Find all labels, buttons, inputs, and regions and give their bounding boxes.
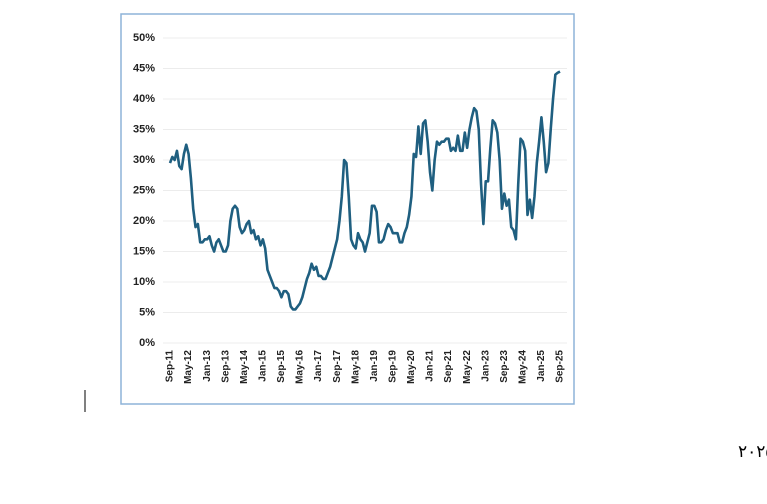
x-tick-label: Jan-13 [202, 350, 213, 382]
y-tick-label: 15% [133, 245, 155, 257]
x-tick-label: May-16 [295, 350, 306, 384]
x-tick-label: May-14 [239, 350, 250, 384]
x-tick-label: Sep-19 [387, 350, 398, 383]
x-tick-label: Jan-21 [425, 350, 436, 382]
x-tick-label: Jan-25 [536, 350, 547, 382]
x-tick-label: Sep-23 [499, 350, 510, 383]
x-tick-label: May-24 [517, 350, 528, 384]
x-tick-label: Sep-25 [555, 350, 566, 383]
x-tick-label: Sep-21 [443, 350, 454, 383]
data-line [168, 70, 561, 311]
x-tick-label: Sep-13 [220, 350, 231, 383]
x-tick-label: Sep-17 [332, 350, 343, 383]
x-tick-label: Jan-23 [480, 350, 491, 382]
y-tick-label: 5% [139, 306, 155, 318]
y-tick-label: 45% [133, 62, 155, 74]
y-tick-label: 20% [133, 215, 155, 227]
chart-frame [120, 13, 575, 405]
y-tick-label: 50% [133, 32, 155, 44]
x-tick-label: Jan-19 [369, 350, 380, 382]
y-tick-label: 30% [133, 154, 155, 166]
x-tick-label: May-22 [462, 350, 473, 384]
y-tick-label: 0% [139, 337, 155, 349]
y-tick-label: 40% [133, 93, 155, 105]
y-tick-label: 10% [133, 276, 155, 288]
x-tick-label: Sep-15 [276, 350, 287, 383]
y-tick-label: 35% [133, 123, 155, 135]
x-tick-label: Jan-15 [257, 350, 268, 382]
caption: نمودار قابلیت اطمینان حمل و نقل جهانی کا… [738, 442, 767, 462]
x-tick-label: May-18 [350, 350, 361, 384]
x-tick-label: May-20 [406, 350, 417, 384]
x-tick-label: Sep-11 [165, 350, 176, 383]
x-tick-label: Jan-17 [313, 350, 324, 382]
x-tick-label: May-12 [183, 350, 194, 384]
y-tick-label: 25% [133, 184, 155, 196]
